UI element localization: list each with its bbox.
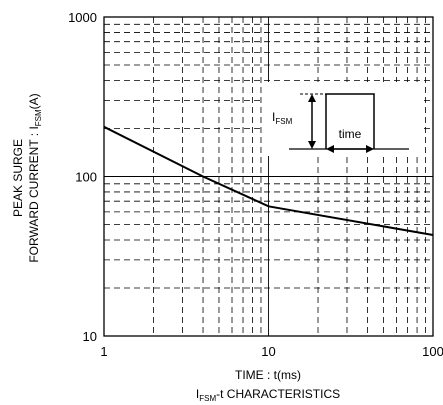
inset-time-label: time xyxy=(339,127,362,141)
y-tick-label: 10 xyxy=(83,329,97,344)
y-axis-label-line1: PEAK SURGE xyxy=(11,139,25,217)
y-tick-label: 100 xyxy=(75,170,97,185)
grid xyxy=(104,17,433,336)
x-tick-label: 10 xyxy=(261,344,275,359)
inset-pulse xyxy=(325,93,375,149)
plot-frame xyxy=(103,16,434,337)
x-tick-label: 100 xyxy=(422,344,443,359)
x-axis-label: TIME : t(ms) xyxy=(235,368,301,382)
y-tick-label: 1000 xyxy=(68,10,97,25)
inset-time-arrowhead-right xyxy=(366,145,374,153)
pulse-inset: IFSM time xyxy=(262,82,422,156)
chart-caption: IFSM-t CHARACTERISTICS xyxy=(196,387,340,403)
inset-amplitude-arrowhead-down xyxy=(308,141,316,149)
inset-amplitude-arrowhead-up xyxy=(308,94,316,102)
x-tick-label: 1 xyxy=(100,344,107,359)
series-line xyxy=(103,125,434,236)
y-axis-label-line2: FORWARD CURRENT : IFSM(A) xyxy=(27,93,43,262)
inset-time-arrowhead-left xyxy=(326,145,334,153)
inset-current-label: IFSM xyxy=(272,110,293,126)
